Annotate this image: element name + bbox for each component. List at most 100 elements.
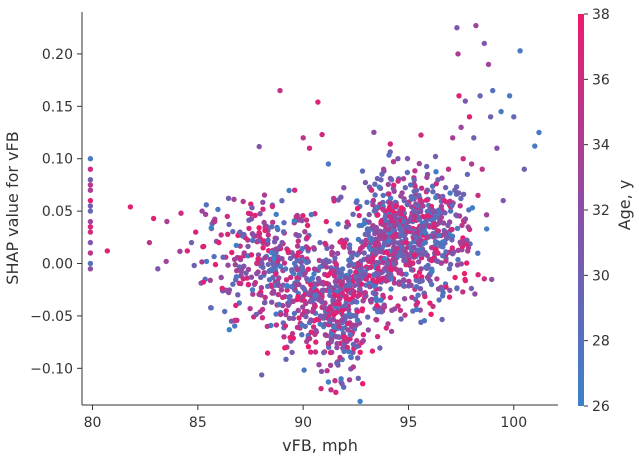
data-point	[344, 344, 351, 351]
data-point	[303, 313, 309, 320]
data-point	[317, 264, 323, 270]
data-point	[311, 271, 317, 277]
data-point	[456, 93, 462, 99]
data-point	[433, 250, 439, 256]
data-point	[199, 259, 205, 265]
data-point	[382, 222, 388, 228]
data-point	[366, 219, 372, 225]
data-point	[343, 224, 350, 230]
data-point	[532, 143, 538, 149]
data-point	[323, 218, 329, 225]
data-point	[404, 201, 410, 208]
data-point	[321, 260, 327, 266]
data-point	[432, 238, 439, 245]
data-point	[226, 327, 232, 333]
data-point	[411, 195, 417, 201]
data-point	[417, 286, 424, 292]
data-point	[215, 206, 221, 213]
data-point	[305, 246, 312, 252]
data-point	[318, 368, 325, 375]
data-point	[283, 277, 290, 283]
data-point	[419, 229, 425, 235]
data-point	[321, 304, 328, 311]
data-point	[248, 216, 255, 222]
data-point	[388, 271, 394, 278]
data-point	[294, 275, 300, 281]
data-point	[419, 251, 425, 258]
data-point	[300, 213, 306, 219]
data-point	[87, 182, 94, 188]
data-point	[243, 270, 249, 276]
data-point	[360, 338, 366, 344]
data-point	[383, 218, 390, 224]
data-point	[521, 166, 527, 172]
data-point	[356, 277, 363, 284]
data-point	[487, 114, 494, 120]
data-point	[387, 141, 393, 147]
data-point	[202, 211, 209, 218]
data-point	[208, 305, 214, 311]
data-point	[248, 274, 255, 280]
data-point	[418, 132, 424, 138]
data-point	[308, 297, 315, 303]
data-point	[87, 166, 94, 172]
data-point	[468, 285, 475, 292]
data-point	[302, 229, 308, 235]
data-point	[87, 266, 94, 272]
data-point	[464, 171, 471, 178]
data-point	[240, 276, 246, 282]
data-point	[383, 264, 389, 271]
data-point	[245, 237, 251, 243]
data-point	[292, 187, 298, 193]
data-point	[395, 156, 401, 162]
data-point	[311, 245, 317, 251]
data-point	[279, 256, 285, 262]
data-point	[383, 249, 390, 256]
data-point	[354, 252, 360, 258]
data-point	[87, 197, 94, 204]
data-point	[330, 268, 337, 275]
data-point	[342, 314, 348, 321]
data-point	[375, 278, 382, 284]
colorbar-ticks: 26 28 30 32 34 36 38	[584, 7, 610, 415]
data-point	[373, 295, 379, 301]
data-point	[313, 339, 319, 345]
data-point	[401, 252, 407, 258]
data-point	[410, 260, 416, 267]
data-point	[442, 184, 449, 191]
data-point	[87, 177, 94, 183]
data-point	[460, 156, 466, 162]
data-point	[380, 292, 386, 298]
data-point	[184, 248, 190, 254]
data-point	[374, 175, 381, 182]
data-point	[380, 259, 386, 266]
data-point	[324, 280, 330, 287]
data-point	[234, 268, 240, 274]
data-point	[294, 243, 301, 249]
data-point	[392, 256, 398, 263]
data-point	[404, 155, 411, 162]
data-point	[408, 267, 415, 273]
data-point	[349, 253, 355, 260]
data-point	[224, 213, 230, 220]
data-point	[279, 198, 285, 204]
data-point	[296, 281, 302, 288]
data-point	[287, 293, 293, 300]
data-point	[387, 294, 394, 301]
data-point	[203, 258, 210, 265]
data-point	[398, 316, 404, 322]
data-point	[372, 250, 379, 256]
data-point	[260, 206, 266, 212]
data-point	[357, 349, 363, 355]
data-point	[458, 261, 464, 267]
data-point	[225, 262, 231, 268]
data-point	[461, 270, 468, 277]
data-point	[287, 334, 293, 341]
data-point	[281, 220, 287, 226]
data-point	[270, 260, 276, 267]
data-point	[449, 202, 455, 209]
data-point	[339, 290, 345, 296]
data-point	[252, 212, 258, 219]
data-point	[155, 266, 161, 272]
data-point	[233, 242, 239, 249]
